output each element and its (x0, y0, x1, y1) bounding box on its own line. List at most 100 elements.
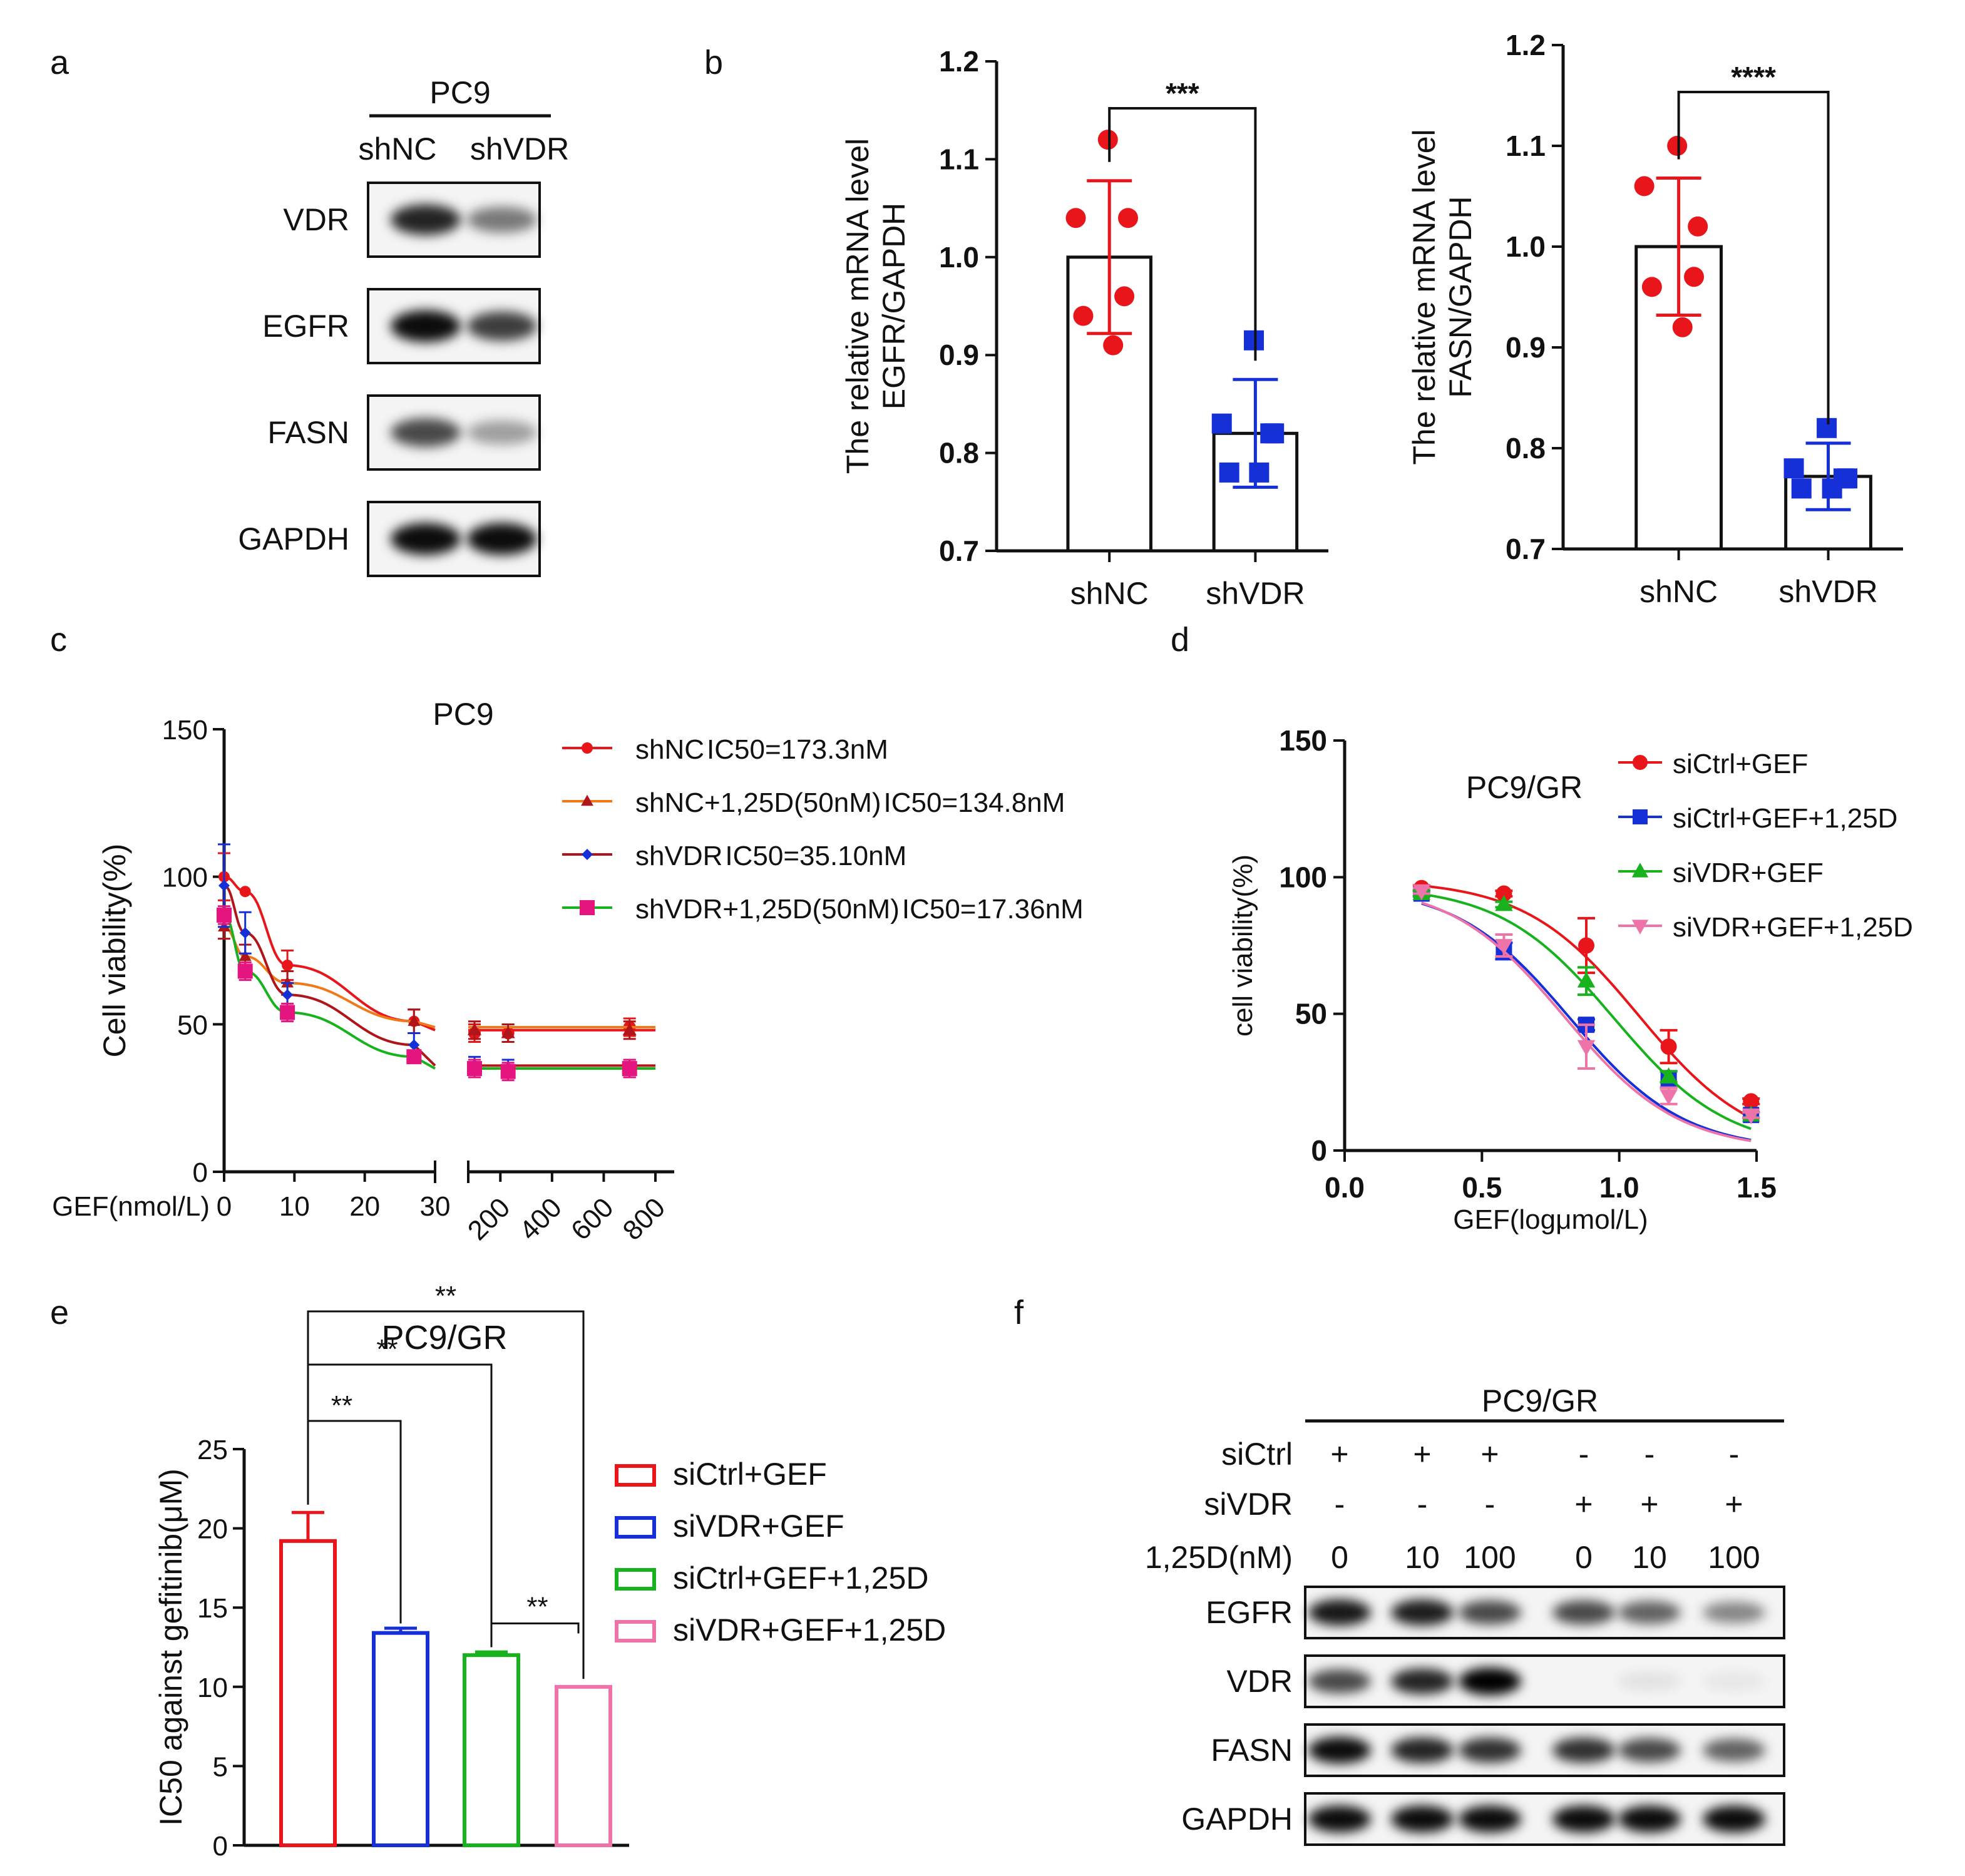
significance-bracket (307, 1420, 402, 1624)
band-gapdh-4 (1552, 1805, 1615, 1833)
data-point (1097, 130, 1118, 150)
series-line-left (223, 925, 436, 1028)
data-point (1783, 458, 1804, 479)
significance-bracket (1677, 91, 1830, 424)
legend-label: shVDR (635, 841, 722, 871)
bar (279, 1539, 337, 1847)
y-axis-label-line1: The relative mRNA level (840, 138, 875, 474)
series-line-left (223, 913, 436, 1070)
x-tick-label: 1.5 (1737, 1171, 1777, 1204)
data-point (282, 989, 294, 1001)
data-point (239, 927, 251, 939)
panel-a-lane-1: shNC (358, 131, 436, 167)
blot-label-gapdh: GAPDH (238, 521, 349, 556)
y-axis-label-line2: FASN/GAPDH (1443, 196, 1478, 397)
sivdr-sign: - (1335, 1487, 1345, 1522)
data-point (1496, 885, 1512, 902)
panel-d-chart: 0 50 100 150 0.0 0.5 1.0 1.5 GEF(logμmol/L) cell … (1228, 724, 1913, 1235)
band-fasn-5 (1618, 1738, 1681, 1763)
band-vdr-2 (467, 207, 537, 233)
y-tick-label: 5 (213, 1751, 228, 1782)
panel-f-dose-label: 1,25D(nM) (1145, 1540, 1293, 1575)
data-point (468, 1023, 481, 1035)
x-tick-label: 1.0 (1599, 1171, 1639, 1204)
band-fasn-3 (1459, 1737, 1521, 1763)
band-egfr-2 (467, 311, 537, 341)
band-egfr-6 (1703, 1601, 1765, 1624)
data-point (1688, 216, 1708, 237)
y-tick-label: 20 (197, 1514, 228, 1545)
dose-value: 10 (1405, 1540, 1440, 1575)
data-point (467, 1061, 482, 1077)
y-tick-label: 0.9 (939, 339, 979, 371)
data-point (1114, 286, 1135, 307)
band-gapdh-3 (1459, 1805, 1521, 1833)
legend-marker (581, 794, 593, 806)
data-point (1578, 937, 1595, 954)
y-tick-label: 1.0 (939, 241, 979, 274)
data-point (1118, 208, 1139, 228)
x-tick-label: shVDR (1206, 576, 1305, 611)
y-tick-label: 0 (213, 1831, 228, 1862)
sivdr-sign: - (1417, 1487, 1428, 1522)
x-tick-label: 20 (349, 1191, 380, 1222)
y-tick-label: 1.2 (939, 45, 979, 78)
data-point (1249, 462, 1270, 483)
band-gapdh-2 (1391, 1805, 1454, 1833)
significance-bracket (307, 1310, 585, 1679)
data-point (239, 886, 251, 898)
data-point (280, 1005, 295, 1020)
x-tick-label: 10 (279, 1191, 310, 1222)
x-tick-label: 0.0 (1325, 1171, 1365, 1204)
legend-ic50: IC50=35.10nM (725, 841, 906, 871)
sictrl-sign: - (1579, 1437, 1589, 1472)
data-point (1660, 1038, 1677, 1055)
legend-marker (1633, 755, 1648, 770)
data-point (239, 950, 252, 961)
data-point (1412, 884, 1431, 901)
y-tick-label: 50 (1295, 998, 1327, 1030)
series-line-left (223, 884, 436, 1067)
y-axis-label-line1: The relative mRNA level (1407, 129, 1442, 464)
legend-label: siVDR+GEF (673, 1509, 844, 1544)
x-tick-label: shVDR (1778, 574, 1877, 609)
data-point (1211, 413, 1232, 434)
band-fasn-2 (1391, 1737, 1454, 1763)
x-axis-label: GEF(nmol/L) (52, 1191, 210, 1222)
significance-stars: ** (331, 1390, 352, 1421)
data-point (281, 976, 294, 988)
sivdr-sign: + (1725, 1487, 1743, 1522)
panel-label-e: e (50, 1294, 69, 1331)
panel-f-western-blot: PC9/GR siCtrl siVDR 1,25D(nM) + + + - - - - - - +… (1145, 1383, 1785, 1846)
panel-a-western-blot: PC9 shNC shVDR VDR EGFR FASN GAPDH (238, 75, 569, 577)
band-egfr-2 (1391, 1599, 1454, 1626)
significance-stars: *** (1166, 77, 1199, 110)
y-tick-label: 0.9 (1506, 331, 1546, 364)
y-tick-label: 0.7 (1506, 533, 1546, 565)
band-vdr-1 (1308, 1669, 1371, 1694)
bar (555, 1684, 612, 1848)
y-tick-label: 15 (197, 1593, 228, 1624)
y-tick-label: 100 (1279, 861, 1327, 893)
legend-label: shNC (635, 734, 704, 765)
blot-label-egfr: EGFR (262, 309, 349, 344)
band-egfr-3 (1459, 1600, 1521, 1625)
band-egfr-1 (391, 310, 461, 342)
significance-bracket (490, 1622, 580, 1634)
data-point (1791, 478, 1812, 499)
data-point (500, 1064, 516, 1079)
band-egfr-4 (1552, 1600, 1615, 1625)
band-gapdh-1 (1308, 1805, 1371, 1833)
data-point (1822, 478, 1842, 499)
x-tick-label: 30 (420, 1191, 451, 1222)
significance-stars: **** (1731, 61, 1776, 93)
panel-e-chart: 0 5 10 15 20 25 IC50 against gefitinib(μM) PC9/… (153, 1281, 946, 1862)
band-gapdh-6 (1703, 1805, 1765, 1833)
x-tick-label: shNC (1639, 574, 1718, 609)
data-point (217, 907, 232, 923)
data-point (1743, 1093, 1760, 1110)
x-axis-label: GEF(logμmol/L) (1453, 1204, 1648, 1235)
data-point (237, 963, 253, 979)
